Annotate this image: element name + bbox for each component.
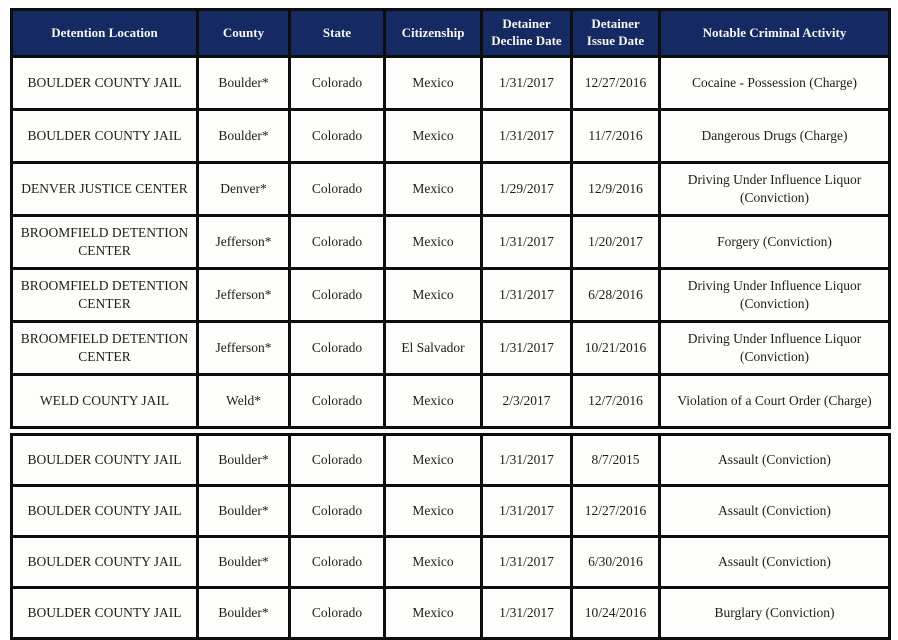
cell-notable-criminal-activity: Burglary (Conviction) xyxy=(658,586,891,640)
cell-county: Boulder* xyxy=(196,586,291,640)
table-row: WELD COUNTY JAIL Weld* Colorado Mexico 2… xyxy=(10,373,891,429)
cell-county: Boulder* xyxy=(196,108,291,164)
cell-notable-criminal-activity: Driving Under Influence Liquor (Convicti… xyxy=(658,267,891,323)
cell-detention-location: BROOMFIELD DETENTION CENTER xyxy=(10,214,199,270)
cell-detention-location: BOULDER COUNTY JAIL xyxy=(10,535,199,589)
cell-citizenship: Mexico xyxy=(383,373,483,429)
cell-detainer-decline-date: 1/31/2017 xyxy=(480,214,573,270)
cell-detainer-decline-date: 1/31/2017 xyxy=(480,55,573,111)
cell-detainer-decline-date: 1/31/2017 xyxy=(480,484,573,538)
table-row: BROOMFIELD DETENTION CENTER Jefferson* C… xyxy=(10,214,891,270)
table-row: DENVER JUSTICE CENTER Denver* Colorado M… xyxy=(10,161,891,217)
cell-notable-criminal-activity: Violation of a Court Order (Charge) xyxy=(658,373,891,429)
column-header-county: County xyxy=(196,8,291,58)
cell-detainer-decline-date: 1/31/2017 xyxy=(480,535,573,589)
cell-citizenship: Mexico xyxy=(383,484,483,538)
cell-citizenship: Mexico xyxy=(383,586,483,640)
column-header-notable-criminal-activity: Notable Criminal Activity xyxy=(658,8,891,58)
column-header-state: State xyxy=(288,8,386,58)
cell-county: Denver* xyxy=(196,161,291,217)
cell-notable-criminal-activity: Cocaine - Possession (Charge) xyxy=(658,55,891,111)
cell-citizenship: El Salvador xyxy=(383,320,483,376)
cell-detention-location: BOULDER COUNTY JAIL xyxy=(10,55,199,111)
cell-notable-criminal-activity: Assault (Conviction) xyxy=(658,484,891,538)
cell-detainer-decline-date: 1/31/2017 xyxy=(480,108,573,164)
cell-county: Jefferson* xyxy=(196,320,291,376)
cell-detention-location: BROOMFIELD DETENTION CENTER xyxy=(10,267,199,323)
cell-state: Colorado xyxy=(288,373,386,429)
cell-detainer-issue-date: 8/7/2015 xyxy=(570,433,661,487)
cell-detainer-issue-date: 12/7/2016 xyxy=(570,373,661,429)
cell-citizenship: Mexico xyxy=(383,55,483,111)
cell-state: Colorado xyxy=(288,433,386,487)
cell-detainer-decline-date: 1/31/2017 xyxy=(480,433,573,487)
cell-detainer-issue-date: 12/27/2016 xyxy=(570,484,661,538)
cell-detention-location: BOULDER COUNTY JAIL xyxy=(10,586,199,640)
cell-state: Colorado xyxy=(288,267,386,323)
cell-state: Colorado xyxy=(288,484,386,538)
column-header-detention-location: Detention Location xyxy=(10,8,199,58)
table-row: BOULDER COUNTY JAIL Boulder* Colorado Me… xyxy=(10,55,891,111)
cell-county: Boulder* xyxy=(196,535,291,589)
cell-detainer-issue-date: 11/7/2016 xyxy=(570,108,661,164)
cell-detention-location: BOULDER COUNTY JAIL xyxy=(10,484,199,538)
cell-detainer-decline-date: 1/31/2017 xyxy=(480,586,573,640)
cell-detention-location: BOULDER COUNTY JAIL xyxy=(10,433,199,487)
cell-county: Boulder* xyxy=(196,55,291,111)
table-row: BOULDER COUNTY JAIL Boulder* Colorado Me… xyxy=(10,535,891,589)
cell-detainer-issue-date: 10/24/2016 xyxy=(570,586,661,640)
table-row: BOULDER COUNTY JAIL Boulder* Colorado Me… xyxy=(10,108,891,164)
cell-detainer-issue-date: 6/28/2016 xyxy=(570,267,661,323)
cell-notable-criminal-activity: Driving Under Influence Liquor (Convicti… xyxy=(658,161,891,217)
cell-state: Colorado xyxy=(288,214,386,270)
cell-detention-location: WELD COUNTY JAIL xyxy=(10,373,199,429)
table-row: BROOMFIELD DETENTION CENTER Jefferson* C… xyxy=(10,267,891,323)
cell-detainer-decline-date: 1/31/2017 xyxy=(480,267,573,323)
cell-citizenship: Mexico xyxy=(383,214,483,270)
cell-detention-location: BOULDER COUNTY JAIL xyxy=(10,108,199,164)
table-row: BROOMFIELD DETENTION CENTER Jefferson* C… xyxy=(10,320,891,376)
cell-state: Colorado xyxy=(288,108,386,164)
table-row: BOULDER COUNTY JAIL Boulder* Colorado Me… xyxy=(10,484,891,538)
cell-county: Boulder* xyxy=(196,433,291,487)
cell-state: Colorado xyxy=(288,535,386,589)
cell-detainer-decline-date: 2/3/2017 xyxy=(480,373,573,429)
cell-citizenship: Mexico xyxy=(383,267,483,323)
cell-notable-criminal-activity: Dangerous Drugs (Charge) xyxy=(658,108,891,164)
cell-county: Jefferson* xyxy=(196,214,291,270)
cell-notable-criminal-activity: Driving Under Influence Liquor (Convicti… xyxy=(658,320,891,376)
cell-detention-location: BROOMFIELD DETENTION CENTER xyxy=(10,320,199,376)
cell-citizenship: Mexico xyxy=(383,433,483,487)
cell-detention-location: DENVER JUSTICE CENTER xyxy=(10,161,199,217)
cell-detainer-decline-date: 1/29/2017 xyxy=(480,161,573,217)
cell-detainer-issue-date: 12/9/2016 xyxy=(570,161,661,217)
cell-detainer-issue-date: 12/27/2016 xyxy=(570,55,661,111)
cell-state: Colorado xyxy=(288,320,386,376)
table-row: BOULDER COUNTY JAIL Boulder* Colorado Me… xyxy=(10,433,891,487)
cell-detainer-issue-date: 10/21/2016 xyxy=(570,320,661,376)
cell-county: Boulder* xyxy=(196,484,291,538)
cell-citizenship: Mexico xyxy=(383,535,483,589)
header-row: Detention Location County State Citizens… xyxy=(10,8,891,58)
cell-notable-criminal-activity: Assault (Conviction) xyxy=(658,433,891,487)
cell-detainer-decline-date: 1/31/2017 xyxy=(480,320,573,376)
cell-detainer-issue-date: 6/30/2016 xyxy=(570,535,661,589)
cell-detainer-issue-date: 1/20/2017 xyxy=(570,214,661,270)
column-header-detainer-issue-date: Detainer Issue Date xyxy=(570,8,661,58)
detainer-table-upper: Detention Location County State Citizens… xyxy=(10,8,891,429)
cell-county: Weld* xyxy=(196,373,291,429)
cell-state: Colorado xyxy=(288,161,386,217)
detainer-table-lower: BOULDER COUNTY JAIL Boulder* Colorado Me… xyxy=(10,433,891,640)
cell-notable-criminal-activity: Forgery (Conviction) xyxy=(658,214,891,270)
cell-state: Colorado xyxy=(288,586,386,640)
cell-state: Colorado xyxy=(288,55,386,111)
table-row: BOULDER COUNTY JAIL Boulder* Colorado Me… xyxy=(10,586,891,640)
cell-citizenship: Mexico xyxy=(383,161,483,217)
column-header-detainer-decline-date: Detainer Decline Date xyxy=(480,8,573,58)
cell-notable-criminal-activity: Assault (Conviction) xyxy=(658,535,891,589)
cell-county: Jefferson* xyxy=(196,267,291,323)
cell-citizenship: Mexico xyxy=(383,108,483,164)
column-header-citizenship: Citizenship xyxy=(383,8,483,58)
